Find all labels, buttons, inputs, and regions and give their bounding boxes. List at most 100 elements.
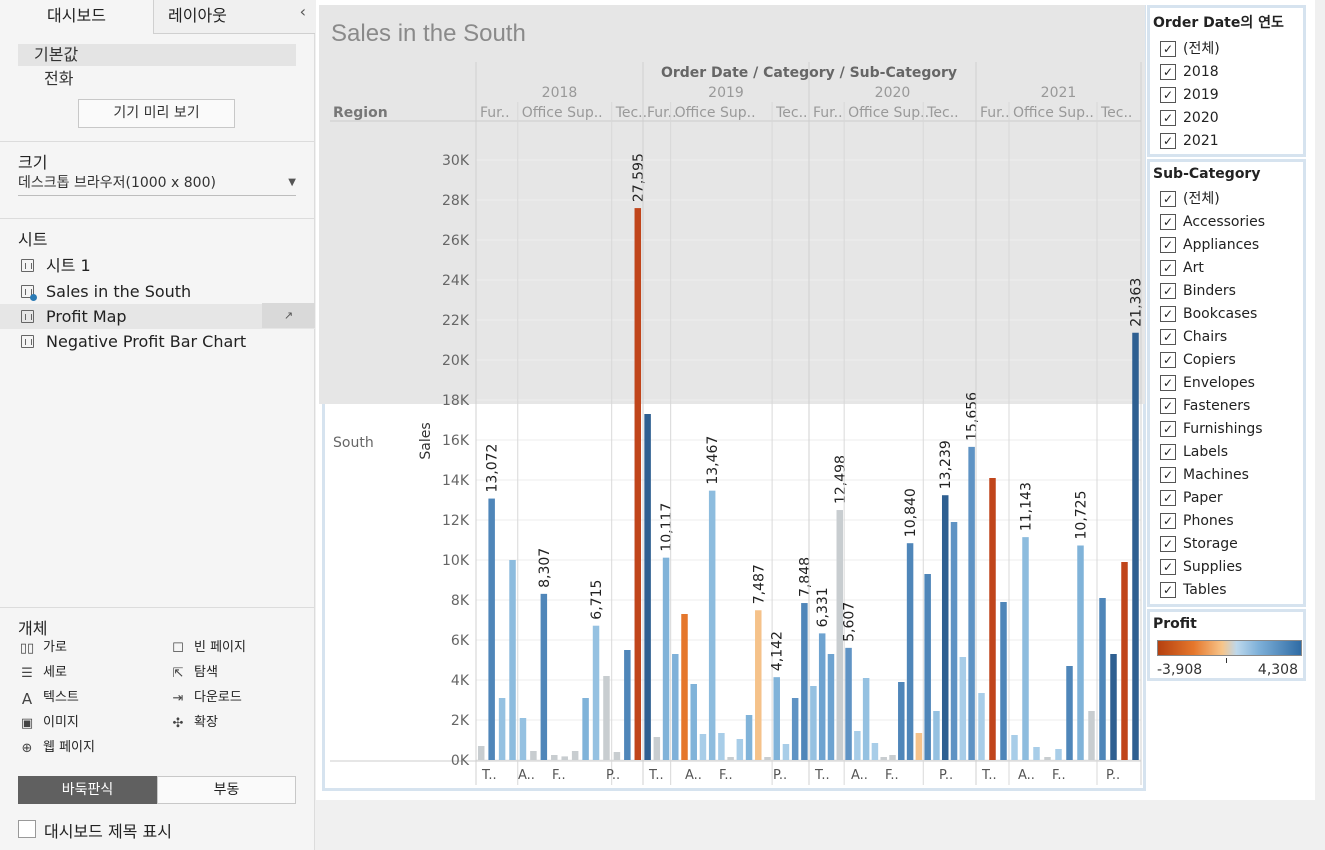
bar [613, 752, 621, 760]
bar [810, 686, 817, 760]
device-default-option[interactable]: 기본값 [18, 44, 296, 66]
checkbox-checked-icon[interactable]: ✓ [1160, 133, 1176, 149]
tab-layout[interactable]: 레이아웃 [153, 0, 315, 34]
object-web-page[interactable]: ⊕ 웹 페이지 [18, 738, 95, 758]
sub-category-filter-item[interactable]: ✓ Phones [1160, 510, 1234, 532]
checkbox-checked-icon[interactable]: ✓ [1160, 582, 1176, 598]
sub-category-filter-item[interactable]: ✓ Labels [1160, 441, 1228, 463]
bar [519, 718, 527, 760]
order-date-filter-item[interactable]: ✓ (전체) [1160, 38, 1220, 60]
bar [1132, 332, 1139, 760]
objects-title: 개체 [18, 619, 48, 638]
checkbox-checked-icon[interactable]: ✓ [1160, 444, 1176, 460]
sub-category-filter-item[interactable]: ✓ Appliances [1160, 234, 1259, 256]
sub-category-filter-label: Art [1183, 260, 1204, 276]
sheet-item-negative-profit-bar-chart[interactable]: Negative Profit Bar Chart [0, 329, 315, 354]
object-text[interactable]: A 텍스트 [18, 688, 79, 708]
sub-category-filter-label: Supplies [1183, 559, 1243, 575]
object-label: 웹 페이지 [43, 740, 95, 755]
sheets-section: 시트 [0, 218, 315, 608]
checkbox-checked-icon[interactable]: ✓ [1160, 375, 1176, 391]
order-date-filter-item[interactable]: ✓ 2020 [1160, 107, 1219, 129]
checkbox-checked-icon[interactable]: ✓ [1160, 283, 1176, 299]
sub-category-filter-item[interactable]: ✓ Paper [1160, 487, 1223, 509]
object-blank[interactable]: ☐ 빈 페이지 [169, 638, 246, 658]
sheet-item-sheet1[interactable]: 시트 1 [0, 253, 315, 278]
object-vertical[interactable]: ☰ 세로 [18, 663, 67, 683]
checkbox-checked-icon[interactable]: ✓ [1160, 87, 1176, 103]
floating-toggle-button[interactable]: 부동 [157, 776, 296, 804]
size-title: 크기 [18, 153, 48, 172]
checkbox-checked-icon[interactable]: ✓ [1160, 214, 1176, 230]
y-tick-label: 0K [451, 753, 470, 769]
data-label: 12,498 [833, 455, 849, 504]
sub-category-filter-item[interactable]: ✓ Supplies [1160, 556, 1242, 578]
checkbox-checked-icon[interactable]: ✓ [1160, 513, 1176, 529]
checkbox-checked-icon[interactable]: ✓ [1160, 490, 1176, 506]
sub-category-filter-item[interactable]: ✓ Bookcases [1160, 303, 1257, 325]
object-extension[interactable]: ✣ 확장 [169, 713, 218, 733]
checkbox-checked-icon[interactable]: ✓ [1160, 536, 1176, 552]
sub-category-filter-item[interactable]: ✓ (전체) [1160, 188, 1220, 210]
checkbox-checked-icon[interactable]: ✓ [1160, 110, 1176, 126]
open-sheet-icon[interactable]: ↗ [262, 303, 315, 328]
sub-category-filter-item[interactable]: ✓ Accessories [1160, 211, 1265, 233]
bar [968, 446, 975, 760]
checkbox-checked-icon[interactable]: ✓ [1160, 41, 1176, 57]
sheet-label: 시트 1 [46, 256, 91, 275]
checkbox-checked-icon[interactable]: ✓ [1160, 260, 1176, 276]
checkbox-checked-icon[interactable]: ✓ [1160, 467, 1176, 483]
bar [791, 698, 799, 760]
bar [690, 684, 697, 760]
object-image[interactable]: ▣ 이미지 [18, 713, 79, 733]
tiled-toggle-button[interactable]: 바둑판식 [18, 776, 157, 804]
checkbox-checked-icon[interactable]: ✓ [1160, 398, 1176, 414]
checkbox-checked-icon[interactable]: ✓ [1160, 421, 1176, 437]
sub-category-filter-item[interactable]: ✓ Tables [1160, 579, 1227, 601]
object-label: 확장 [194, 715, 218, 730]
web-page-icon: ⊕ [21, 741, 33, 756]
collapse-panel-icon[interactable]: ‹ [299, 2, 306, 21]
data-label: 10,117 [659, 503, 675, 552]
sub-category-axis-label: F.. [885, 768, 899, 783]
show-dashboard-title-checkbox[interactable] [18, 820, 36, 838]
sub-category-filter-item[interactable]: ✓ Art [1160, 257, 1204, 279]
worksheet-icon [21, 335, 34, 348]
tab-dashboard[interactable]: 대시보드 [0, 0, 153, 34]
sub-category-filter-item[interactable]: ✓ Fasteners [1160, 395, 1250, 417]
order-date-filter-item[interactable]: ✓ 2021 [1160, 130, 1219, 152]
sub-category-filter-item[interactable]: ✓ Chairs [1160, 326, 1227, 348]
data-label: 5,607 [842, 602, 858, 642]
sheet-item-sales-in-the-south[interactable]: Sales in the South [0, 279, 315, 304]
device-phone-option[interactable]: 전화 [44, 69, 74, 88]
device-preview-button[interactable]: 기기 미리 보기 [78, 99, 235, 128]
bar [681, 614, 688, 760]
bar [736, 739, 744, 760]
sub-category-filter-item[interactable]: ✓ Copiers [1160, 349, 1236, 371]
bar [1011, 735, 1018, 760]
order-date-filter-item[interactable]: ✓ 2018 [1160, 61, 1219, 83]
checkbox-checked-icon[interactable]: ✓ [1160, 64, 1176, 80]
checkbox-checked-icon[interactable]: ✓ [1160, 329, 1176, 345]
object-navigation[interactable]: ⇱ 탐색 [169, 663, 218, 683]
size-value: 데스크톱 브라우저(1000 x 800) [18, 175, 216, 191]
sub-category-axis-label: P.. [939, 768, 953, 783]
bar [745, 715, 753, 760]
size-dropdown[interactable]: 데스크톱 브라우저(1000 x 800) ▼ [18, 172, 296, 196]
sub-category-filter-item[interactable]: ✓ Furnishings [1160, 418, 1263, 440]
checkbox-checked-icon[interactable]: ✓ [1160, 237, 1176, 253]
sub-category-filter-item[interactable]: ✓ Storage [1160, 533, 1238, 555]
sub-category-filter-item[interactable]: ✓ Binders [1160, 280, 1236, 302]
sub-category-filter-item[interactable]: ✓ Machines [1160, 464, 1249, 486]
data-label: 10,725 [1074, 491, 1090, 540]
order-date-filter-item[interactable]: ✓ 2019 [1160, 84, 1219, 106]
sub-category-filter-label: Chairs [1183, 329, 1228, 345]
checkbox-checked-icon[interactable]: ✓ [1160, 559, 1176, 575]
object-download[interactable]: ⇥ 다운로드 [169, 688, 242, 708]
checkbox-checked-icon[interactable]: ✓ [1160, 352, 1176, 368]
bar [782, 744, 790, 760]
checkbox-checked-icon[interactable]: ✓ [1160, 191, 1176, 207]
sub-category-filter-item[interactable]: ✓ Envelopes [1160, 372, 1255, 394]
object-horizontal[interactable]: ▯▯ 가로 [18, 638, 67, 658]
checkbox-checked-icon[interactable]: ✓ [1160, 306, 1176, 322]
